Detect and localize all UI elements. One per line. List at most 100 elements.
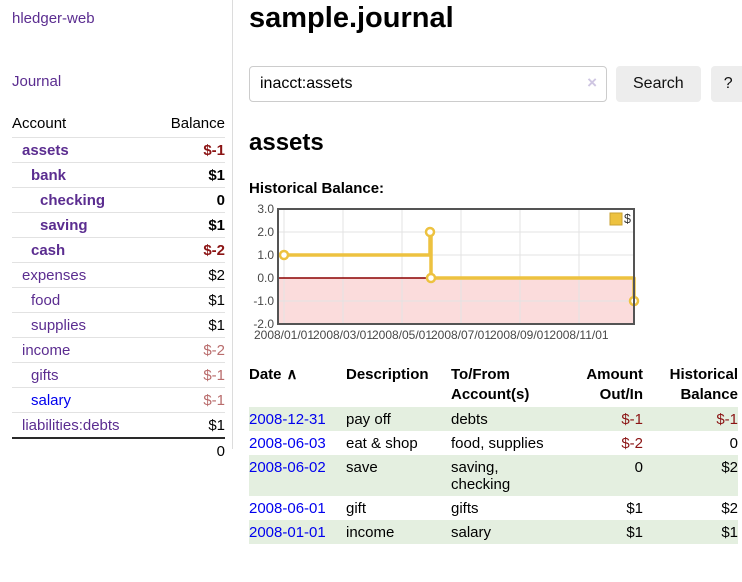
svg-text:3.0: 3.0 <box>257 204 274 216</box>
chart-title: Historical Balance: <box>249 180 385 197</box>
transaction-amount: $1 <box>561 520 643 544</box>
chart-svg: $ 3.0 2.0 1.0 0.0 -1.0 -2.0 2008/01/01 2… <box>253 202 640 342</box>
account-row: income $-2 <box>12 337 225 362</box>
account-link-cash[interactable]: cash <box>31 242 66 259</box>
legend-swatch-icon <box>609 212 623 226</box>
account-balance: $-1 <box>203 142 225 159</box>
account-link-expenses[interactable]: expenses <box>22 267 87 284</box>
account-balance: $1 <box>208 317 225 334</box>
transaction-amount: $-1 <box>561 407 643 431</box>
transaction-date-link[interactable]: 2008-06-03 <box>249 435 326 452</box>
svg-text:0.0: 0.0 <box>257 271 274 285</box>
svg-text:2.0: 2.0 <box>257 225 274 239</box>
account-row: cash $-2 <box>12 237 225 262</box>
transaction-description: pay off <box>346 407 451 431</box>
account-row: food $1 <box>12 287 225 312</box>
sort-ascending-icon: ∧ <box>286 366 298 383</box>
account-row: salary $-1 <box>12 387 225 412</box>
account-link-salary[interactable]: salary <box>31 392 72 409</box>
transaction-accounts: food, supplies <box>451 435 544 452</box>
search-form: × Search ? <box>249 66 742 102</box>
account-link-food[interactable]: food <box>31 292 61 309</box>
clear-search-icon[interactable]: × <box>587 73 597 92</box>
account-link-checking[interactable]: checking <box>40 192 106 209</box>
vertical-gridlines <box>283 209 580 324</box>
transaction-row: 2008-01-01 income salary $1 $1 <box>249 520 738 544</box>
account-balance: $1 <box>208 217 225 234</box>
register-table: Date ∧ Description To/From Account(s) Amo… <box>249 363 738 544</box>
transaction-amount: $1 <box>626 500 643 517</box>
transaction-row: 2008-06-03 eat & shop food, supplies $-2… <box>249 431 738 455</box>
transaction-description: income <box>346 520 451 544</box>
main-content: sample.journal × Search ? assets Histori… <box>233 0 742 582</box>
transaction-date-link[interactable]: 2008-12-31 <box>249 411 326 428</box>
help-button[interactable]: ? <box>710 66 742 102</box>
transaction-balance: $1 <box>643 520 738 544</box>
account-balance: $-2 <box>203 242 225 259</box>
transaction-description: save <box>346 455 451 496</box>
transaction-accounts: debts <box>451 407 561 431</box>
transaction-description: gift <box>346 500 367 517</box>
accounts-table-header: Account Balance <box>12 111 225 137</box>
transaction-accounts: gifts <box>451 500 479 517</box>
sidebar: hledger-web Journal Account Balance asse… <box>0 0 233 460</box>
transaction-accounts: salary <box>451 520 561 544</box>
balance-column-header: Historical Balance <box>669 366 738 403</box>
accounts-table: Account Balance assets $-1 bank $1 check… <box>12 111 225 463</box>
svg-text:2008/09/01: 2008/09/01 <box>490 328 550 342</box>
brand-link[interactable]: hledger-web <box>12 10 95 27</box>
search-button[interactable]: Search <box>616 66 701 102</box>
transaction-date-link[interactable]: 2008-01-01 <box>249 524 326 541</box>
account-row: expenses $2 <box>12 262 225 287</box>
account-link-saving[interactable]: saving <box>40 217 88 234</box>
account-row: gifts $-1 <box>12 362 225 387</box>
transaction-date-link[interactable]: 2008-06-02 <box>249 459 326 476</box>
transaction-amount: 0 <box>561 455 643 496</box>
account-link-gifts[interactable]: gifts <box>31 367 59 384</box>
sidebar-item-journal[interactable]: Journal <box>12 73 62 90</box>
account-row: saving $1 <box>12 212 225 237</box>
svg-text:2008/01/01: 2008/01/01 <box>254 328 314 342</box>
x-axis-labels: 2008/01/01 2008/03/01 2008/05/01 2008/07… <box>254 328 609 342</box>
account-row: supplies $1 <box>12 312 225 337</box>
account-link-income[interactable]: income <box>22 342 71 359</box>
svg-text:-1.0: -1.0 <box>253 294 274 308</box>
account-column-header: To/From Account(s) <box>451 366 530 403</box>
account-balance: $1 <box>208 417 225 434</box>
account-balance: $-1 <box>203 392 225 409</box>
transaction-row: 2008-12-31 pay off debts $-1 $-1 <box>249 407 738 431</box>
historical-balance-chart: $ 3.0 2.0 1.0 0.0 -1.0 -2.0 2008/01/01 2… <box>249 202 742 348</box>
account-link-assets[interactable]: assets <box>22 142 69 159</box>
account-heading: assets <box>249 129 324 156</box>
plot-border <box>277 208 635 325</box>
y-axis-labels: 3.0 2.0 1.0 0.0 -1.0 -2.0 <box>253 202 274 331</box>
transaction-balance: 0 <box>729 435 738 452</box>
legend-label: $ <box>624 212 631 226</box>
search-input[interactable] <box>249 66 607 102</box>
accounts-total: 0 <box>12 437 225 463</box>
transaction-row: 2008-06-02 save saving, checking 0 $2 <box>249 455 738 496</box>
account-balance: $-2 <box>203 342 225 359</box>
account-balance: $1 <box>208 167 225 184</box>
svg-text:1.0: 1.0 <box>257 248 274 262</box>
account-balance: 0 <box>216 192 225 209</box>
account-link-supplies[interactable]: supplies <box>31 317 87 334</box>
page-title: sample.journal <box>249 2 454 34</box>
balance-column-label: Balance <box>170 115 225 132</box>
search-box: × <box>249 66 607 102</box>
register-header-row: Date ∧ Description To/From Account(s) Amo… <box>249 363 738 407</box>
date-column-header[interactable]: Date ∧ <box>249 366 298 383</box>
svg-text:2008/11/01: 2008/11/01 <box>549 328 608 342</box>
transaction-description: eat & shop <box>346 435 418 452</box>
account-link-bank[interactable]: bank <box>31 167 67 184</box>
svg-text:2008/07/01: 2008/07/01 <box>431 328 491 342</box>
transaction-date-link[interactable]: 2008-06-01 <box>249 500 326 517</box>
svg-text:2008/03/01: 2008/03/01 <box>313 328 373 342</box>
transaction-row: 2008-06-01 gift gifts $1 $2 <box>249 496 738 520</box>
account-row: assets $-1 <box>12 137 225 162</box>
account-link-liabilities-debts[interactable]: liabilities:debts <box>22 417 120 434</box>
amount-column-header: Amount Out/In <box>586 366 643 403</box>
account-balance: $1 <box>208 292 225 309</box>
account-row: liabilities:debts $1 <box>12 412 225 437</box>
account-row: checking 0 <box>12 187 225 212</box>
